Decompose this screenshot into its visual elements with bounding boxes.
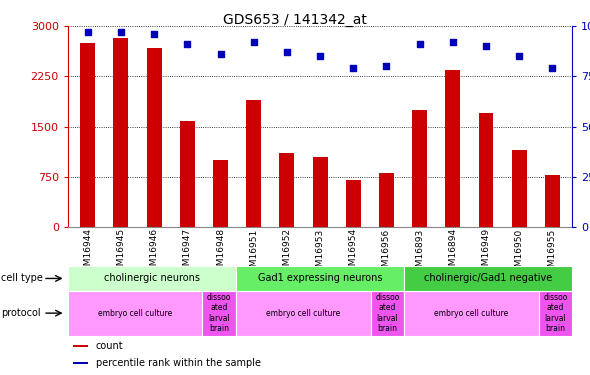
Bar: [73, 345, 88, 347]
Point: [315, 53, 324, 59]
Bar: [147, 48, 162, 227]
Point: [83, 29, 93, 35]
Text: embryo cell culture: embryo cell culture: [434, 309, 509, 318]
Bar: [445, 70, 460, 227]
Text: GDS653 / 141342_at: GDS653 / 141342_at: [223, 13, 367, 27]
Text: embryo cell culture: embryo cell culture: [98, 309, 172, 318]
Text: protocol: protocol: [1, 308, 41, 318]
Text: cell type: cell type: [1, 273, 43, 284]
Point: [415, 41, 424, 47]
Bar: [68, 266, 236, 291]
Text: cholinergic neurons: cholinergic neurons: [104, 273, 200, 284]
Text: count: count: [96, 341, 123, 351]
Point: [116, 29, 126, 35]
Bar: [213, 160, 228, 227]
Point: [349, 65, 358, 71]
Text: embryo cell culture: embryo cell culture: [266, 309, 340, 318]
Bar: [404, 291, 539, 336]
Bar: [404, 266, 572, 291]
Text: dissoo
ated
larval
brain: dissoo ated larval brain: [375, 293, 399, 333]
Bar: [512, 150, 527, 227]
Bar: [346, 180, 360, 227]
Bar: [478, 113, 493, 227]
Point: [514, 53, 524, 59]
Point: [249, 39, 258, 45]
Bar: [80, 43, 95, 227]
Bar: [246, 100, 261, 227]
Bar: [68, 291, 202, 336]
Point: [216, 51, 225, 57]
Point: [282, 50, 291, 55]
Bar: [236, 291, 371, 336]
Bar: [73, 362, 88, 364]
Point: [182, 41, 192, 47]
Bar: [545, 175, 560, 227]
Bar: [539, 291, 572, 336]
Bar: [412, 110, 427, 227]
Text: Gad1 expressing neurons: Gad1 expressing neurons: [258, 273, 382, 284]
Bar: [180, 121, 195, 227]
Point: [548, 65, 557, 71]
Bar: [280, 153, 294, 227]
Point: [481, 44, 491, 50]
Text: dissoo
ated
larval
brain: dissoo ated larval brain: [543, 293, 568, 333]
Text: dissoo
ated
larval
brain: dissoo ated larval brain: [207, 293, 231, 333]
Bar: [371, 291, 404, 336]
Bar: [313, 157, 327, 227]
Point: [448, 39, 457, 45]
Bar: [113, 38, 129, 227]
Bar: [236, 266, 404, 291]
Text: percentile rank within the sample: percentile rank within the sample: [96, 358, 261, 368]
Point: [382, 63, 391, 69]
Bar: [379, 173, 394, 227]
Bar: [202, 291, 236, 336]
Text: cholinergic/Gad1 negative: cholinergic/Gad1 negative: [424, 273, 552, 284]
Point: [149, 31, 159, 37]
